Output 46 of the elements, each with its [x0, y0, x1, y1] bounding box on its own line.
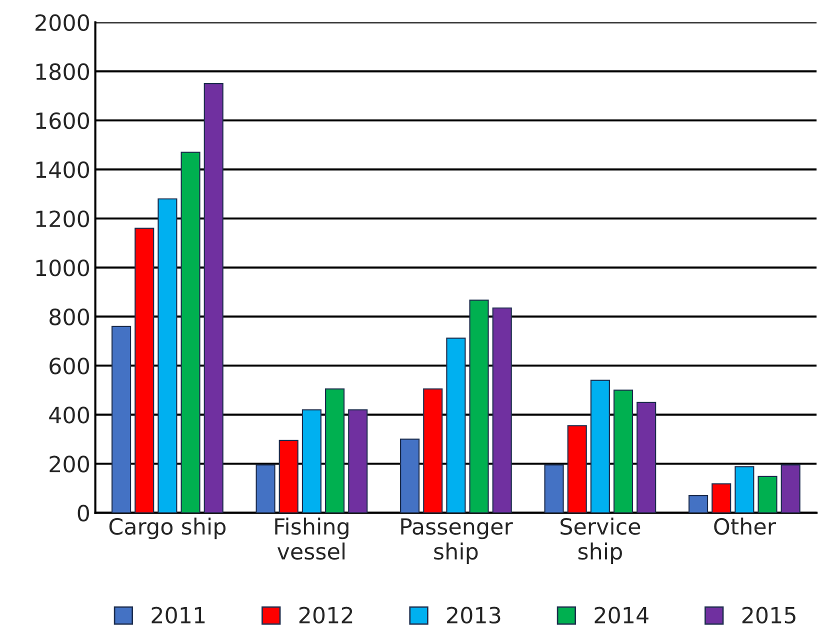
- x-tick-label: Passenger ship: [401, 518, 513, 564]
- y-tick-label: 1200: [36, 210, 89, 228]
- bar: [613, 390, 634, 513]
- bar: [324, 388, 345, 513]
- y-tick-label: 600: [50, 358, 89, 374]
- bar: [758, 476, 778, 513]
- bar: [590, 380, 610, 513]
- x-tick-label: Other: [714, 518, 776, 535]
- bar: [400, 438, 420, 513]
- bar: [256, 464, 276, 513]
- y-tick-label: 200: [50, 456, 89, 472]
- x-tick-label: Cargo ship: [109, 518, 226, 540]
- bar: [567, 425, 587, 513]
- x-tick-label: Fishing vessel: [275, 518, 348, 560]
- y-tick-label: 1400: [36, 161, 89, 178]
- bar: [134, 228, 154, 513]
- legend-label: 2013: [447, 606, 500, 624]
- bar: [544, 464, 564, 513]
- bar: [712, 483, 732, 513]
- y-tick-label: 400: [49, 406, 89, 424]
- y-tick-label: 2000: [36, 14, 89, 32]
- bar: [688, 495, 708, 513]
- y-tick-label: 1000: [36, 259, 89, 276]
- bar: [278, 440, 298, 513]
- bar: [446, 338, 466, 513]
- bar: [492, 307, 512, 513]
- bar: [112, 326, 132, 513]
- y-tick-label: 800: [50, 308, 89, 326]
- bar: [469, 300, 489, 513]
- x-tick-label: Service ship: [560, 518, 640, 564]
- bar: [423, 388, 443, 513]
- y-tick-label: 0: [78, 504, 89, 522]
- legend-label: 2011: [152, 606, 205, 624]
- bar: [780, 464, 800, 513]
- legend-label: 2014: [594, 606, 648, 624]
- bar: [204, 83, 224, 513]
- legend-label: 2012: [299, 606, 352, 624]
- bar: [180, 152, 200, 513]
- bar: [348, 409, 368, 513]
- bar: [734, 466, 754, 513]
- y-tick-label: 1800: [36, 63, 89, 80]
- bar: [636, 402, 656, 513]
- y-tick-label: 1600: [36, 112, 89, 130]
- legend-label: 2015: [742, 606, 796, 624]
- bar: [302, 409, 322, 513]
- bar: [158, 198, 178, 513]
